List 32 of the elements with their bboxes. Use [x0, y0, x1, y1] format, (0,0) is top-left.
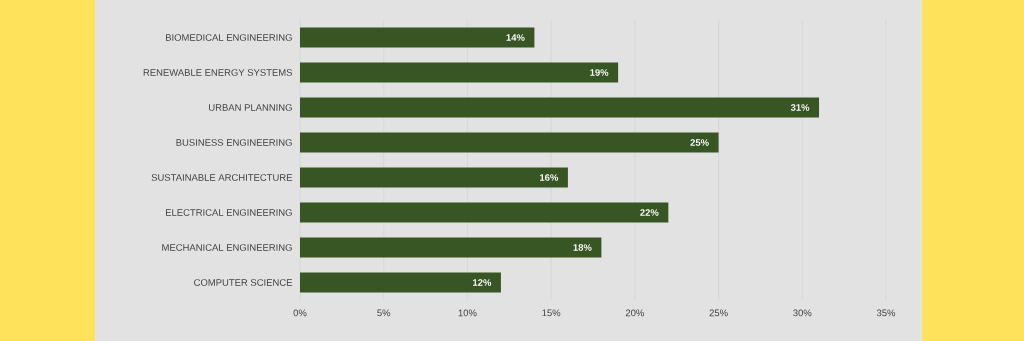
bar — [300, 27, 535, 48]
bar — [300, 237, 602, 258]
data-label: 19% — [590, 69, 609, 76]
bar — [300, 132, 719, 153]
x-tick-label: 0% — [293, 309, 307, 317]
bar — [300, 62, 619, 83]
bar — [300, 202, 669, 223]
y-tick-label: SUSTAINABLE ARCHITECTURE — [151, 174, 293, 181]
y-tick-label: RENEWABLE ENERGY SYSTEMS — [143, 69, 293, 76]
data-label: 31% — [790, 104, 810, 111]
bar — [300, 167, 568, 188]
data-label: 16% — [540, 174, 559, 181]
data-label: 14% — [506, 34, 525, 41]
bar — [300, 272, 501, 293]
y-tick-label: ELECTRICAL ENGINEERING — [165, 209, 292, 216]
x-tick-label: 10% — [458, 309, 477, 317]
x-tick-label: 25% — [709, 309, 728, 317]
y-tick-label: MECHANICAL ENGINEERING — [162, 244, 292, 251]
y-tick-label: COMPUTER SCIENCE — [194, 279, 293, 286]
y-tick-label: BIOMEDICAL ENGINEERING — [165, 34, 292, 41]
x-tick-label: 5% — [377, 309, 391, 317]
x-tick-label: 20% — [625, 309, 644, 317]
data-label: 22% — [640, 209, 659, 216]
bar — [300, 97, 820, 118]
x-tick-label: 35% — [876, 309, 896, 317]
y-tick-label: URBAN PLANNING — [209, 104, 292, 111]
data-label: 25% — [690, 139, 709, 146]
y-tick-label: BUSINESS ENGINEERING — [176, 139, 292, 146]
x-tick-label: 30% — [793, 309, 812, 317]
x-tick-label: 15% — [542, 309, 561, 317]
data-label: 18% — [573, 244, 592, 251]
data-label: 12% — [473, 279, 492, 286]
